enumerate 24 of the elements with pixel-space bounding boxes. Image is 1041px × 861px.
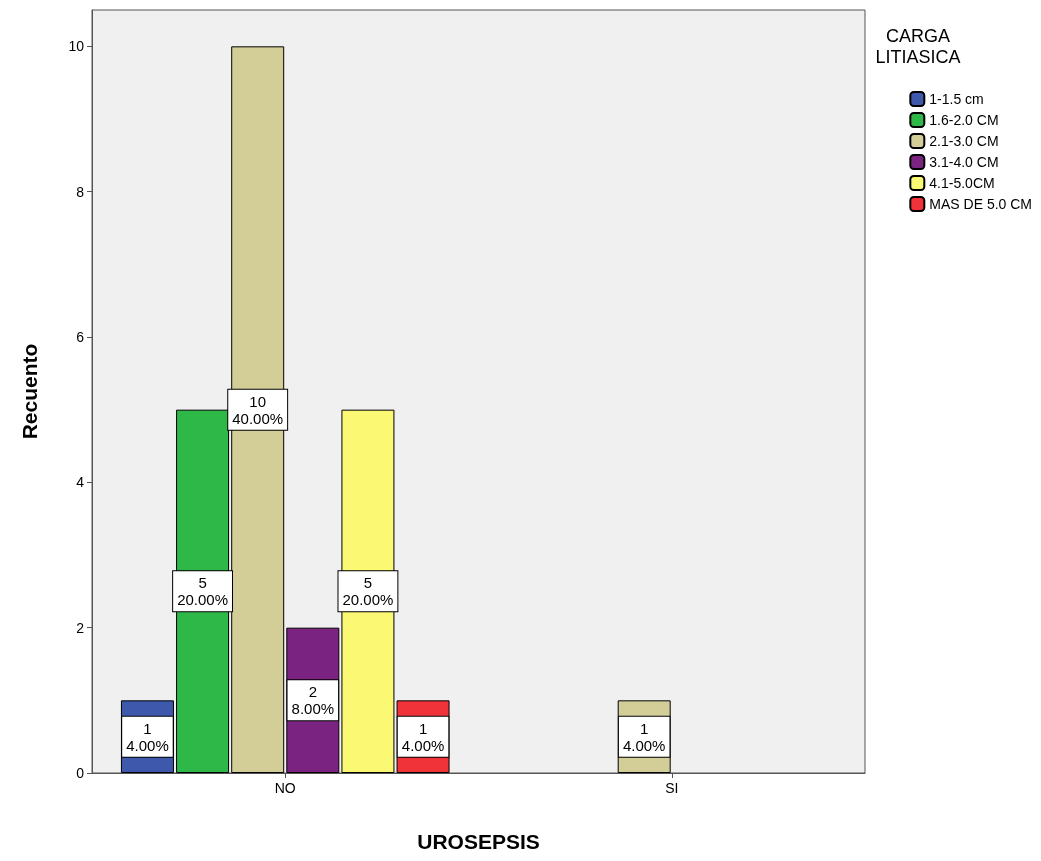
legend-label: 3.1-4.0 CM (929, 154, 999, 170)
legend-title: CARGA LITIASICA (875, 25, 961, 67)
data-label: 10 40.00% (232, 392, 284, 427)
x-tick-label: SI (665, 780, 679, 796)
data-label: 5 20.00% (177, 574, 229, 609)
data-label: 1 4.00% (126, 719, 169, 754)
data-label: 2 8.00% (291, 683, 335, 718)
legend-label: 1.6-2.0 CM (929, 112, 999, 128)
x-tick-label: NO (274, 780, 296, 796)
legend-label: 2.1-3.0 CM (929, 133, 999, 149)
legend-label: MAS DE 5.0 CM (929, 196, 1033, 212)
y-tick-label: 8 (76, 183, 85, 200)
y-tick-label: 10 (68, 38, 85, 55)
y-tick-label: 6 (76, 329, 85, 345)
y-tick-label: 2 (76, 619, 85, 636)
x-axis-title: UROSEPSIS (417, 830, 540, 853)
data-label: 5 20.00% (342, 574, 394, 609)
y-axis-title: Recuento (18, 343, 41, 440)
legend-label: 4.1-5.0CM (929, 175, 995, 191)
data-label: 1 4.00% (622, 719, 666, 754)
data-label: 1 4.00% (401, 719, 445, 754)
y-tick-label: 0 (76, 765, 85, 781)
legend-label: 1-1.5 cm (929, 91, 984, 107)
y-tick-label: 4 (76, 474, 85, 491)
